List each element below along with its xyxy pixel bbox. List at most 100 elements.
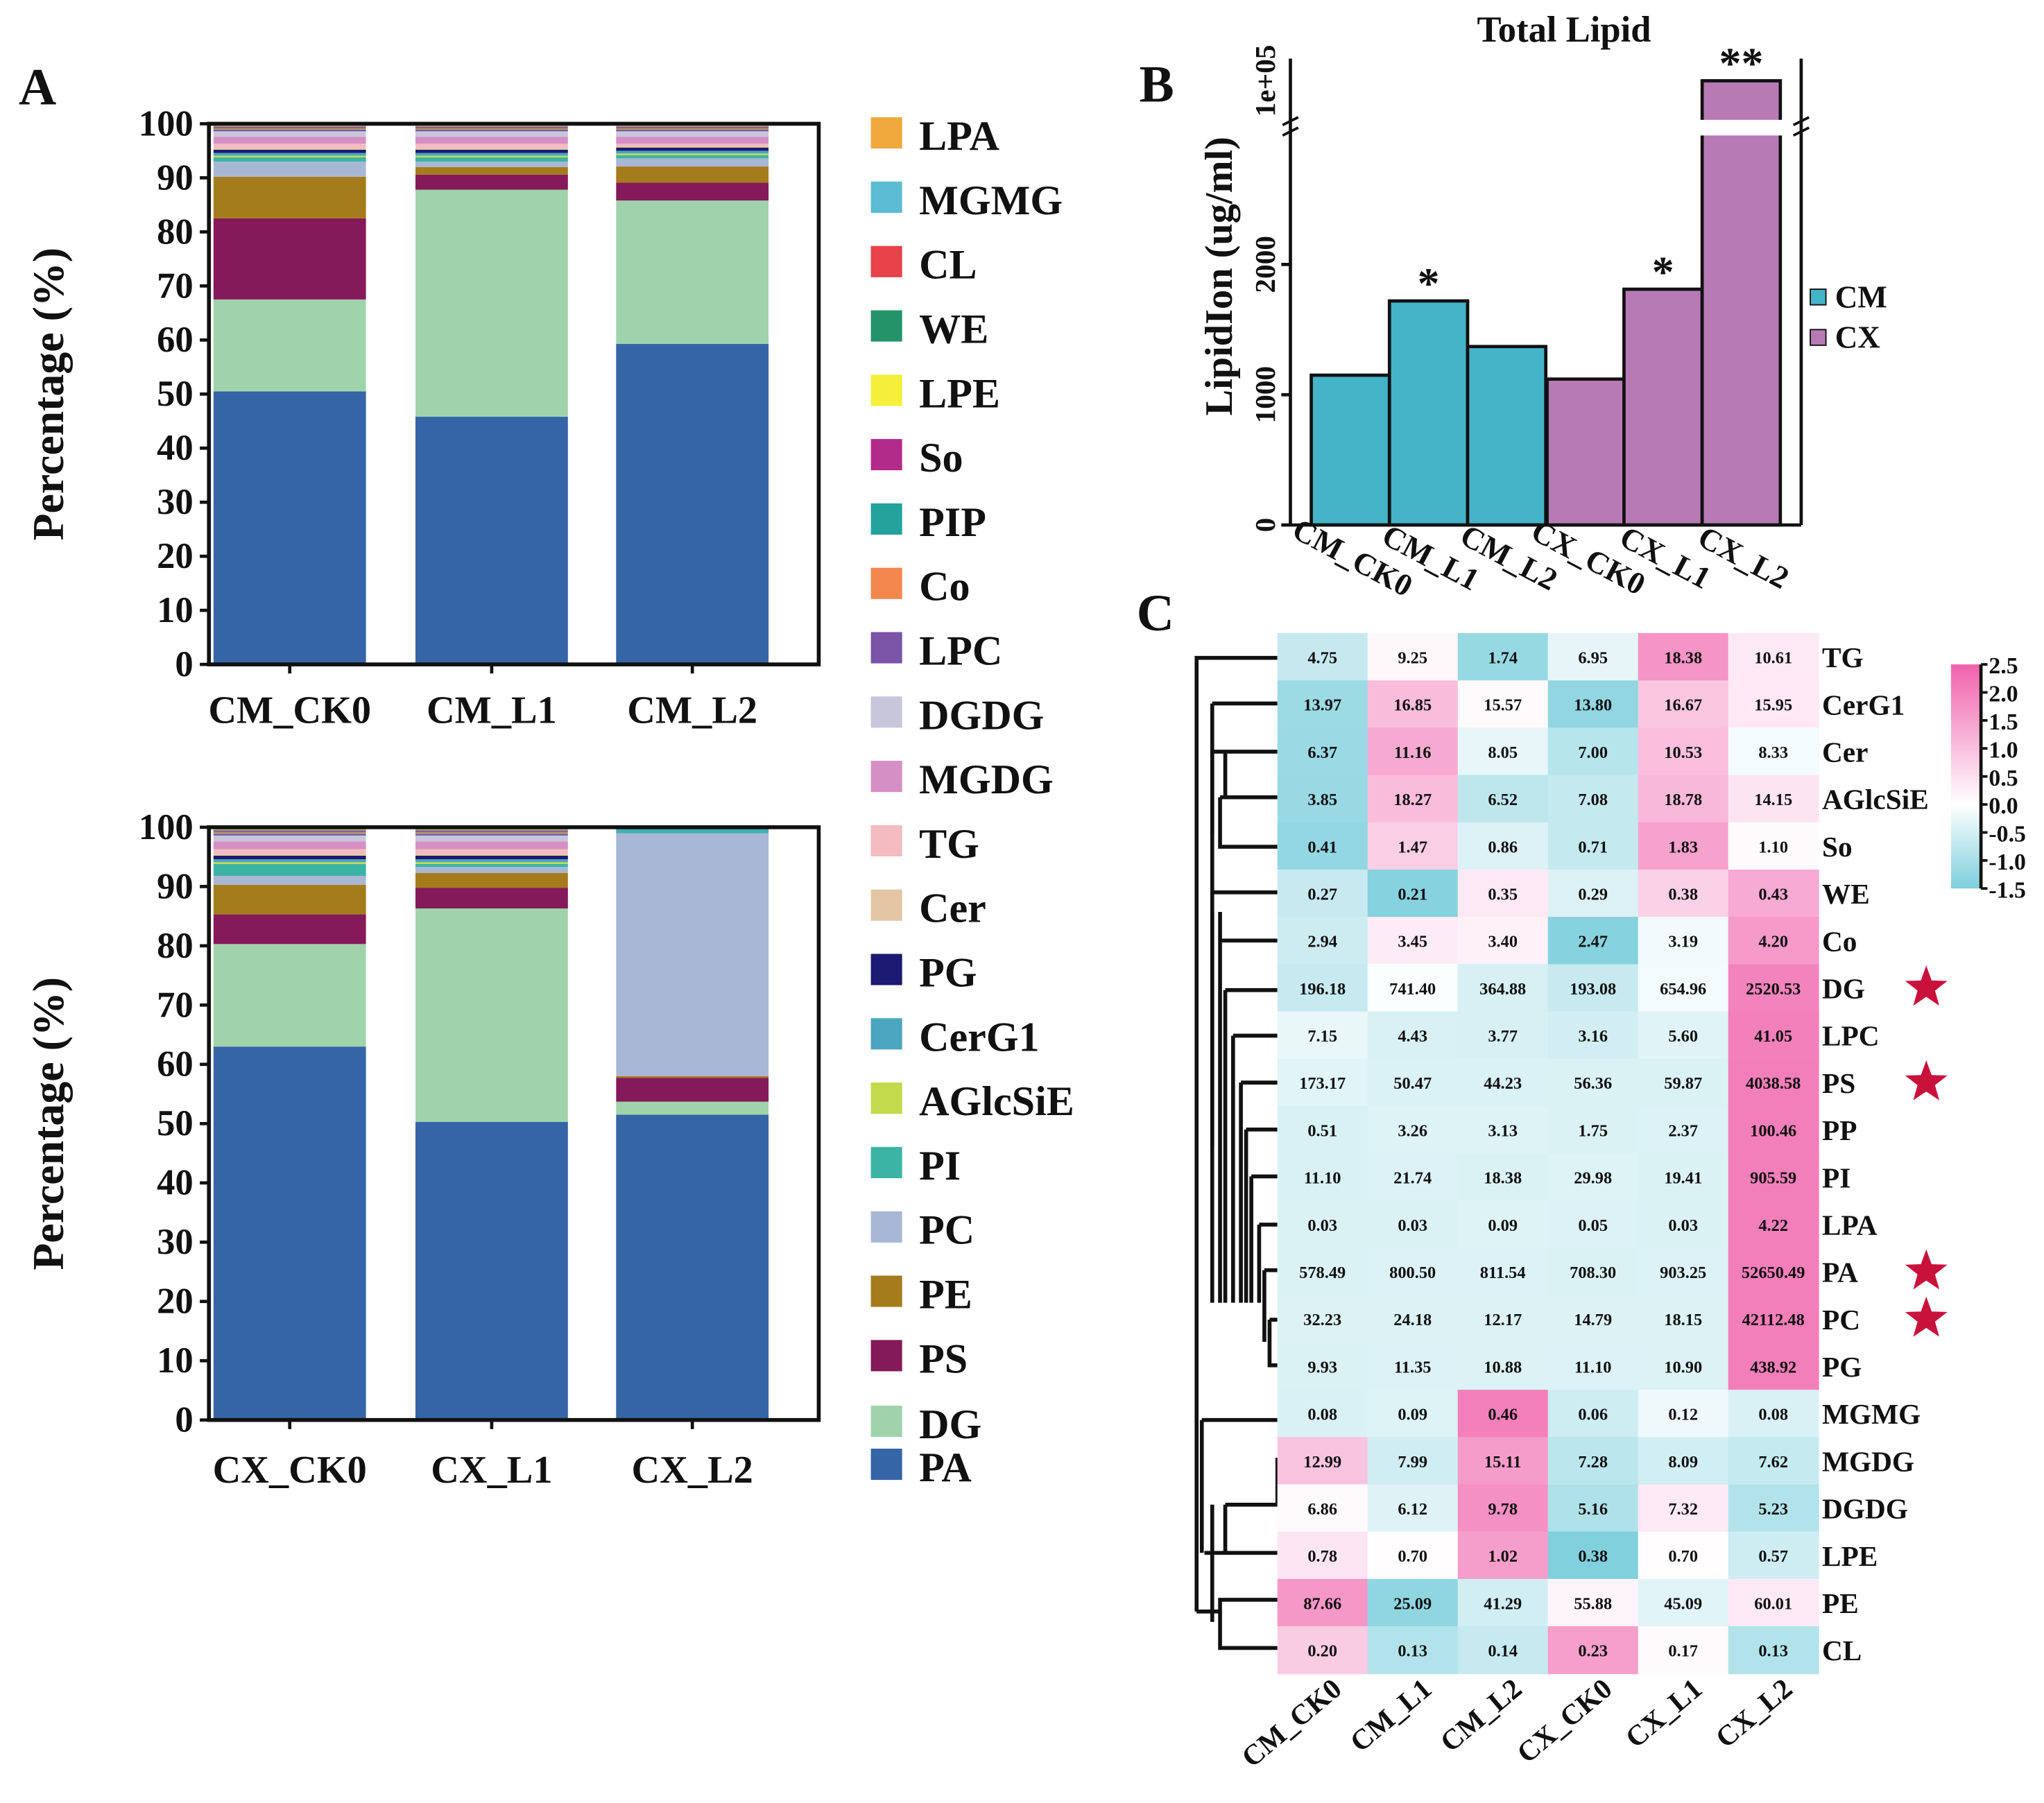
x-tick-label: CM_L2 xyxy=(627,689,757,732)
y-tick-label: 10 xyxy=(157,590,194,630)
heatmap-cell xyxy=(1457,869,1549,918)
heatmap-cell-value: 1.83 xyxy=(1668,838,1698,856)
heatmap-cell xyxy=(1277,1390,1368,1438)
y-tick-label: 0 xyxy=(175,1400,193,1440)
legend-label-dg: DG xyxy=(919,1401,981,1448)
bar-segment-pg xyxy=(616,147,769,151)
heatmap-cell-value: 44.23 xyxy=(1484,1074,1522,1093)
axis-break-marks xyxy=(1282,116,1810,137)
heatmap-cell-value: 6.37 xyxy=(1307,743,1337,762)
heatmap-cell-value: 55.88 xyxy=(1574,1594,1612,1613)
bar-segment-pc xyxy=(213,162,366,177)
heatmap-cell xyxy=(1277,869,1368,918)
y-tick-label: 2000 xyxy=(1249,236,1281,293)
significance-star-icon xyxy=(1905,965,1948,1006)
heatmap-cell xyxy=(1547,1248,1639,1296)
heatmap-cell-value: 12.17 xyxy=(1484,1311,1522,1329)
heatmap-cell xyxy=(1457,1105,1549,1155)
bar-segment-pip xyxy=(213,831,366,833)
heatmap-cell-value: 7.28 xyxy=(1578,1453,1608,1472)
bar-segment-lpe xyxy=(616,126,769,127)
heatmap-cell xyxy=(1367,1342,1459,1391)
heatmap-cell-value: 364.88 xyxy=(1479,980,1526,999)
heatmap-cell-value: 0.57 xyxy=(1758,1547,1788,1566)
heatmap-cell-value: 5.16 xyxy=(1578,1500,1608,1519)
bar-segment-mgdg xyxy=(616,137,769,144)
heatmap-cell xyxy=(1547,1105,1639,1155)
bar-segment-pe xyxy=(213,176,366,218)
heatmap-cell-value: 654.96 xyxy=(1660,980,1706,999)
y-tick-label: 40 xyxy=(157,1163,194,1203)
heatmap-cell xyxy=(1277,1011,1368,1060)
legend-swatch-pg xyxy=(870,954,902,985)
heatmap-cell xyxy=(1547,1153,1639,1202)
heatmap-cell-value: 2.37 xyxy=(1668,1121,1698,1140)
heatmap-cell-value: 0.08 xyxy=(1307,1406,1337,1424)
heatmap-cell xyxy=(1457,1342,1549,1391)
column-label: CM_L1 xyxy=(1343,1672,1437,1758)
heatmap-cell-value: 0.29 xyxy=(1578,885,1608,904)
heatmap-cell xyxy=(1638,680,1729,729)
heatmap-cell xyxy=(1728,1058,1819,1107)
heatmap-cell xyxy=(1547,633,1639,682)
bar-segment-mgdg xyxy=(213,137,366,144)
y-tick-label: 1000 xyxy=(1249,366,1281,424)
heatmap-cell xyxy=(1457,633,1549,682)
bar-segment-so xyxy=(415,126,568,128)
heatmap-cell xyxy=(1547,1626,1639,1675)
heatmap-cell xyxy=(1367,727,1459,776)
colorbar-tick-label: 1.0 xyxy=(1989,737,2018,763)
heatmap-cell-value: 59.87 xyxy=(1664,1074,1702,1093)
heatmap-cell-value: 15.57 xyxy=(1484,696,1522,715)
column-label: CX_CK0 xyxy=(1511,1672,1617,1769)
heatmap-cell-value: 1.47 xyxy=(1398,838,1427,856)
legend-label-aglcsie: AGlcSiE xyxy=(919,1078,1074,1125)
heatmap-cell-value: 100.46 xyxy=(1750,1121,1796,1140)
bar-segment-mgdg xyxy=(213,841,366,849)
bar-segment-dgdg xyxy=(616,131,769,137)
heatmap-cell-value: 12.99 xyxy=(1303,1453,1341,1472)
heatmap-cell-value: 4.22 xyxy=(1758,1216,1788,1235)
y-tick-label: 100 xyxy=(139,807,194,847)
bar-segment-tg xyxy=(213,849,366,854)
heatmap-cell-value: 4.20 xyxy=(1758,933,1788,951)
heatmap-cell-value: 11.35 xyxy=(1394,1358,1432,1377)
row-label-co: Co xyxy=(1822,925,1857,957)
heatmap-cell-value: 8.33 xyxy=(1758,743,1788,762)
heatmap-cell xyxy=(1728,1390,1819,1438)
heatmap-cell-value: 41.05 xyxy=(1754,1027,1792,1046)
heatmap-cell xyxy=(1457,1390,1549,1438)
heatmap-cell xyxy=(1638,1011,1729,1060)
row-label-ps: PS xyxy=(1822,1067,1855,1099)
heatmap-cell xyxy=(1728,680,1819,729)
row-label-cerg1: CerG1 xyxy=(1822,689,1905,721)
legend-label-cer: Cer xyxy=(919,886,986,932)
heatmap-cell xyxy=(1728,727,1819,776)
heatmap-cell xyxy=(1367,1578,1459,1628)
bar-segment-ps xyxy=(616,1078,769,1102)
bar-segment-tg xyxy=(415,144,568,148)
bar-segment-pg xyxy=(415,855,568,860)
bar-segment-pi xyxy=(415,157,568,162)
heatmap-cell-value: 7.00 xyxy=(1578,743,1608,762)
heatmap-cell-value: 0.38 xyxy=(1668,885,1698,904)
heatmap-cell xyxy=(1638,1342,1729,1391)
heatmap-cell-value: 0.03 xyxy=(1307,1216,1337,1235)
bar-segment-lpc xyxy=(213,130,366,132)
column-label: CX_L1 xyxy=(1620,1672,1708,1754)
heatmap-cell xyxy=(1457,680,1549,729)
y-tick-label: 10 xyxy=(157,1340,194,1381)
x-tick-label: CX_L2 xyxy=(1692,519,1794,596)
heatmap-cell-value: 11.16 xyxy=(1394,743,1432,762)
heatmap-cell xyxy=(1638,1437,1729,1485)
legend-swatch-lpa xyxy=(870,117,902,149)
legend-label-mgdg: MGDG xyxy=(919,757,1054,803)
y-tick-label: 30 xyxy=(157,1222,194,1262)
heatmap-cell xyxy=(1367,869,1459,918)
heatmap-cell xyxy=(1728,869,1819,918)
heatmap-cell xyxy=(1638,869,1729,918)
heatmap-cell-value: 708.30 xyxy=(1570,1263,1616,1282)
heatmap-cell-value: 3.19 xyxy=(1668,933,1698,951)
heatmap-cell xyxy=(1728,1437,1819,1485)
heatmap-cell xyxy=(1277,680,1368,729)
